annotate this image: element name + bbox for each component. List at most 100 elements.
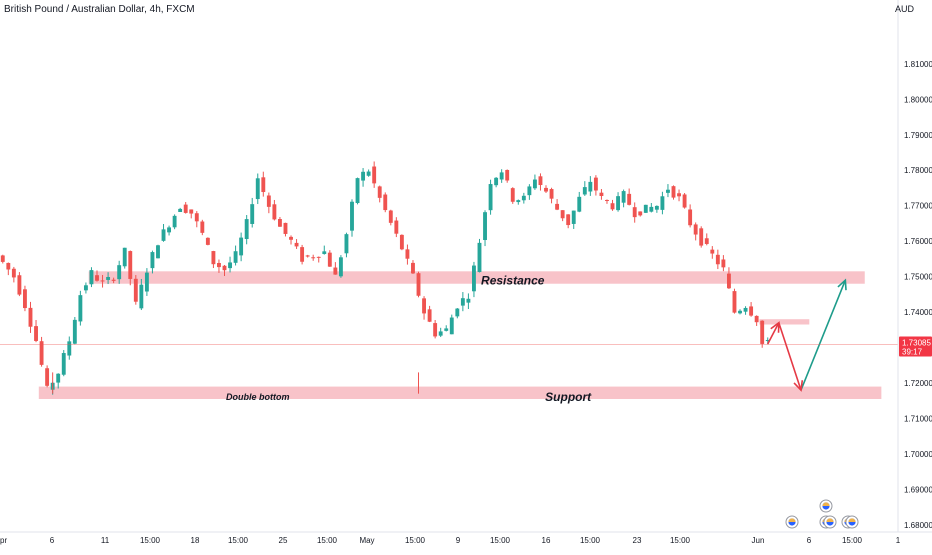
candle-body <box>355 178 360 204</box>
candle-body <box>283 222 288 234</box>
x-tick-label: pr <box>0 536 7 545</box>
candle-body <box>527 186 532 196</box>
candle-body <box>361 171 366 181</box>
candle-body <box>95 275 99 281</box>
candle-body <box>582 187 587 195</box>
candle-body <box>372 166 377 184</box>
zone-rect-support <box>38 386 882 399</box>
candle-body <box>261 177 266 193</box>
candle-body <box>422 298 426 314</box>
candle-body <box>715 254 720 265</box>
candle-body <box>449 317 454 335</box>
candle-body <box>150 252 155 269</box>
candle-body <box>205 237 210 245</box>
candle-body <box>244 219 249 240</box>
candle-body <box>277 219 282 227</box>
candle-body <box>311 257 316 259</box>
candle-body <box>172 215 177 228</box>
candle-body <box>217 262 221 268</box>
time-axis-bg <box>0 532 932 550</box>
candle-body <box>211 251 216 265</box>
x-tick-label: 9 <box>456 536 461 545</box>
candle-body <box>743 307 748 312</box>
candle-body <box>538 176 543 186</box>
candle-body <box>239 237 244 256</box>
candle-body <box>483 212 487 241</box>
x-tick-label: 25 <box>279 536 288 545</box>
candle-body <box>272 204 277 220</box>
icon-half <box>848 518 856 522</box>
candle-body <box>677 193 681 197</box>
economic-event-icon[interactable] <box>845 515 859 529</box>
candle-body <box>460 298 465 306</box>
x-tick-label: Jun <box>752 536 765 545</box>
x-tick-label: 18 <box>191 536 200 545</box>
chart-title: British Pound / Australian Dollar, 4h, F… <box>4 4 195 15</box>
candle-body <box>139 284 144 309</box>
x-tick-label: 1 <box>896 536 901 545</box>
event-icons-layer[interactable] <box>785 499 859 529</box>
candle-body <box>555 203 560 210</box>
zone-labels-layer: Resistance Support Double bottom <box>226 273 592 403</box>
candle-body <box>222 265 227 271</box>
candle-body <box>427 309 432 322</box>
candle-body <box>621 191 626 203</box>
candle-body <box>56 373 61 383</box>
candle-body <box>638 211 643 216</box>
x-tick-label: 15:00 <box>140 536 161 545</box>
candle-body <box>23 289 27 309</box>
candle-body <box>34 326 38 341</box>
candle-body <box>560 210 565 219</box>
y-tick-label: 1.81000 <box>904 60 932 69</box>
candle-body <box>383 194 388 211</box>
economic-event-icon[interactable] <box>823 515 837 529</box>
candle-body <box>128 251 133 279</box>
zone-rect-resistance <box>88 271 865 284</box>
candle-body <box>738 310 742 314</box>
candle-body <box>388 210 393 223</box>
candle-body <box>599 192 604 196</box>
economic-event-icon[interactable] <box>785 515 799 529</box>
candle-body <box>521 195 526 201</box>
candle-body <box>405 249 410 259</box>
candle-body <box>749 306 754 316</box>
y-tick-label: 1.79000 <box>904 131 932 140</box>
candle-body <box>593 177 598 191</box>
candle-body <box>228 262 232 269</box>
candle-body <box>200 221 205 233</box>
x-tick-label: 15:00 <box>490 536 511 545</box>
price-tag-value: 1.73085 <box>902 339 931 348</box>
candle-body <box>532 179 537 189</box>
candle-body <box>266 195 271 207</box>
candle-body <box>294 242 299 247</box>
candle-body <box>156 245 160 259</box>
economic-event-icon[interactable] <box>819 499 833 513</box>
candle-body <box>194 213 199 222</box>
candles-layer <box>0 161 770 395</box>
price-tag-countdown: 39:17 <box>902 348 923 357</box>
candle-body <box>289 236 293 240</box>
candle-body <box>666 189 670 193</box>
x-tick-label: 6 <box>807 536 812 545</box>
candle-body <box>327 252 332 267</box>
candle-body <box>754 315 759 323</box>
candle-body <box>494 177 499 186</box>
candle-body <box>577 196 582 212</box>
candle-body <box>377 186 382 198</box>
y-tick-label: 1.72000 <box>904 379 932 388</box>
candle-body <box>344 234 349 254</box>
x-tick-label: 16 <box>542 536 551 545</box>
candle-body <box>111 279 116 281</box>
candle-body <box>571 210 576 224</box>
candle-body <box>89 270 94 285</box>
candle-body <box>704 238 709 244</box>
projection-up-leg <box>767 322 780 345</box>
zones-layer <box>38 271 882 399</box>
candle-body <box>477 242 482 273</box>
price-tag <box>899 336 932 357</box>
candle-body <box>300 247 305 262</box>
projection-rally-leg <box>800 279 847 391</box>
candle-body <box>732 291 737 313</box>
